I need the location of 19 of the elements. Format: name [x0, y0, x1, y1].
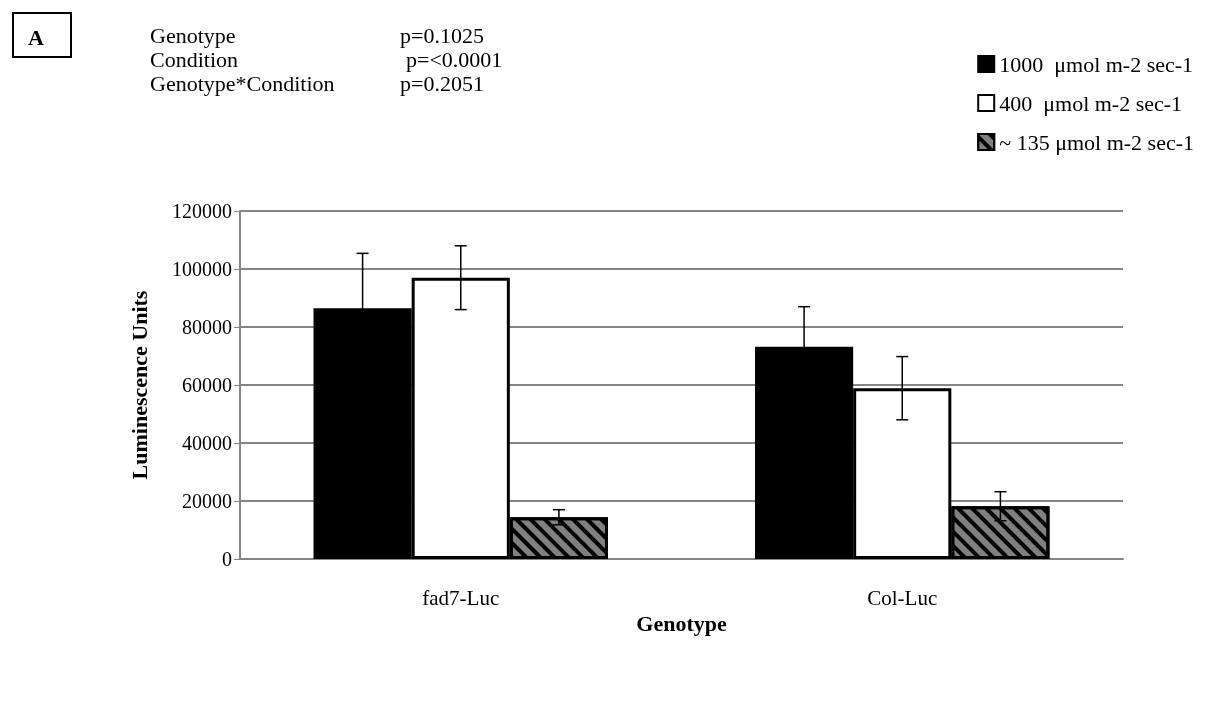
y-tick-label: 40000 [182, 432, 232, 454]
legend-label: ~ 135 μmol m-2 sec-1 [999, 129, 1194, 155]
y-tick-label: 60000 [182, 374, 232, 396]
y-tick-label: 120000 [172, 200, 232, 222]
x-tick-label: fad7-Luc [422, 585, 500, 610]
text: A [28, 24, 44, 50]
legend-label: 1000 μmol m-2 sec-1 [999, 51, 1194, 77]
text: p=<0.0001 [406, 46, 503, 72]
legend-label: 400 μmol m-2 sec-1 [999, 90, 1183, 116]
x-tick-label: Col-Luc [867, 585, 938, 610]
text: Genotype [150, 22, 236, 48]
y-tick-label: 100000 [172, 258, 232, 280]
text: p=0.1025 [400, 22, 484, 48]
x-axis-title: Genotype [636, 611, 727, 637]
text: Genotype*Condition [150, 70, 335, 96]
y-tick-label: 80000 [182, 316, 232, 338]
y-axis-title: Luminescence Units [126, 290, 152, 480]
y-tick-label: 0 [222, 548, 232, 570]
y-tick-label: 20000 [182, 490, 232, 512]
